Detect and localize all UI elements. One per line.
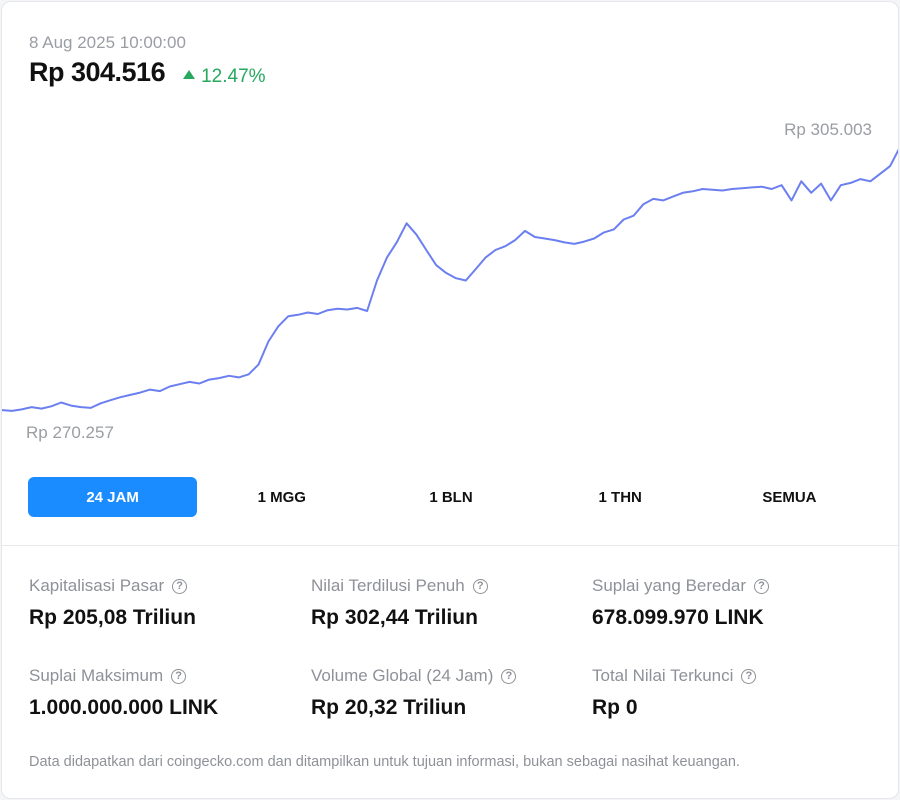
tab-1-thn[interactable]: 1 THN xyxy=(598,488,642,506)
time-range-tabs: 24 JAM 1 MGG 1 BLN 1 THN SEMUA xyxy=(28,477,874,517)
stat-label: Volume Global (24 Jam) xyxy=(311,666,494,685)
price-line-chart xyxy=(2,148,898,412)
stat-value: Rp 205,08 Triliun xyxy=(29,606,196,629)
help-icon[interactable]: ? xyxy=(754,578,770,594)
help-icon[interactable]: ? xyxy=(501,668,517,684)
price-change-percent: 12.47% xyxy=(201,65,266,87)
help-icon[interactable]: ? xyxy=(741,668,757,684)
timestamp: 8 Aug 2025 10:00:00 xyxy=(29,33,186,52)
stat-value: 678.099.970 LINK xyxy=(592,606,764,629)
stat-circulating-supply: Suplai yang Beredar ? 678.099.970 LINK xyxy=(592,576,770,630)
stat-value: 1.000.000.000 LINK xyxy=(29,696,219,719)
stat-label: Kapitalisasi Pasar xyxy=(29,576,165,595)
stat-value: Rp 0 xyxy=(592,696,638,719)
stat-label: Suplai yang Beredar xyxy=(592,576,747,595)
disclaimer: Data didapatkan dari coingecko.com dan d… xyxy=(29,754,740,770)
chart-high-label: Rp 305.003 xyxy=(784,120,872,139)
stat-value: Rp 20,32 Triliun xyxy=(311,696,467,719)
price-change: 12.47% xyxy=(183,65,266,88)
stat-max-supply: Suplai Maksimum ? 1.000.000.000 LINK xyxy=(29,666,218,720)
current-price: Rp 304.516 xyxy=(29,57,166,87)
divider xyxy=(2,545,898,546)
tab-semua[interactable]: SEMUA xyxy=(762,488,817,506)
help-icon[interactable]: ? xyxy=(171,668,187,684)
stat-label: Nilai Terdilusi Penuh xyxy=(311,576,465,595)
help-icon[interactable]: ? xyxy=(172,578,188,594)
help-icon[interactable]: ? xyxy=(472,578,488,594)
stat-value: Rp 302,44 Triliun xyxy=(311,606,478,629)
stat-total-value-locked: Total Nilai Terkunci ? Rp 0 xyxy=(592,666,757,720)
stat-global-volume: Volume Global (24 Jam) ? Rp 20,32 Triliu… xyxy=(311,666,517,720)
tab-1-mgg[interactable]: 1 MGG xyxy=(257,488,306,506)
stat-label: Suplai Maksimum xyxy=(29,666,164,685)
price-row: Rp 304.516 12.47% xyxy=(29,57,266,88)
stat-market-cap: Kapitalisasi Pasar ? Rp 205,08 Triliun xyxy=(29,576,196,630)
tab-24-jam[interactable]: 24 JAM xyxy=(28,477,198,517)
tab-1-bln[interactable]: 1 BLN xyxy=(429,488,473,506)
triangle-up-icon xyxy=(183,70,196,79)
stat-fully-diluted: Nilai Terdilusi Penuh ? Rp 302,44 Triliu… xyxy=(311,576,488,630)
price-series-line xyxy=(2,148,898,412)
stat-label: Total Nilai Terkunci xyxy=(592,666,734,685)
chart-low-label: Rp 270.257 xyxy=(26,423,114,442)
